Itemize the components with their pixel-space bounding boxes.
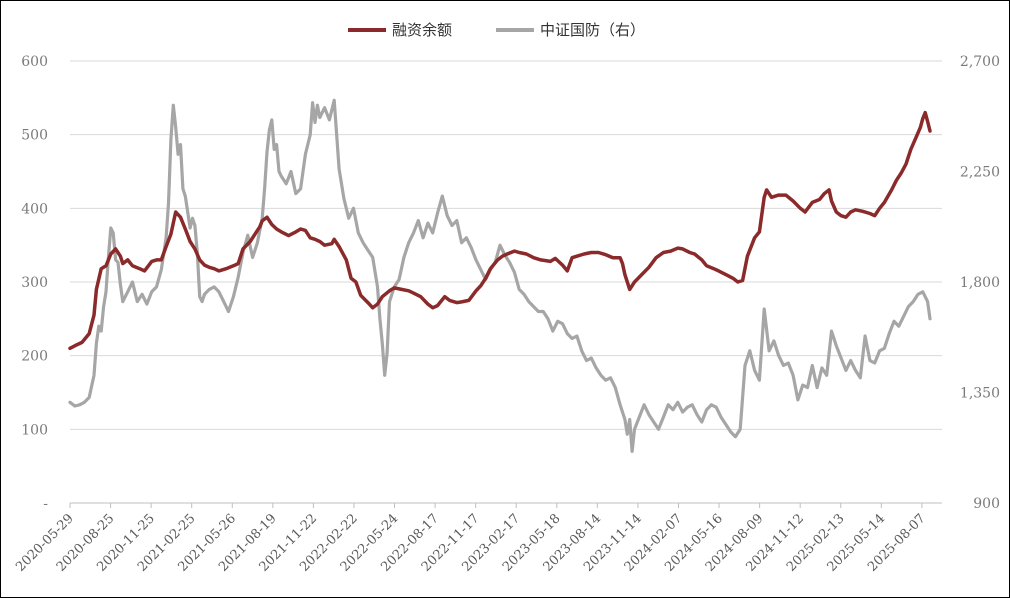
left-tick-label: 200 <box>21 349 48 365</box>
legend-label-defense-index: 中证国防（右） <box>540 21 645 39</box>
gridlines <box>70 60 942 430</box>
legend-label-financing: 融资余额 <box>392 21 452 39</box>
left-tick-label: 100 <box>21 422 48 438</box>
legend: 融资余额 中证国防（右） <box>348 21 645 39</box>
right-tick-label: 2,700 <box>960 54 1000 70</box>
left-axis-ticks: - 100 200 300 400 500 600 <box>21 54 48 512</box>
left-tick-label: 600 <box>21 54 48 70</box>
right-tick-label: 1,800 <box>960 275 1000 291</box>
left-tick-label: - <box>43 496 48 512</box>
left-tick-label: 400 <box>21 201 48 217</box>
right-axis-ticks: 900 1,350 1,800 2,250 2,700 <box>960 54 1000 512</box>
right-tick-label: 1,350 <box>960 386 1000 402</box>
x-axis: 2020-05-292020-08-252020-11-252021-02-25… <box>13 502 942 575</box>
series-line-financing <box>68 110 932 351</box>
right-tick-label: 2,250 <box>960 165 1000 181</box>
series-lines <box>68 98 932 453</box>
series-line-defense-index <box>68 98 932 453</box>
left-tick-label: 500 <box>21 128 48 144</box>
right-tick-label: 900 <box>973 496 1000 512</box>
left-tick-label: 300 <box>21 275 48 291</box>
